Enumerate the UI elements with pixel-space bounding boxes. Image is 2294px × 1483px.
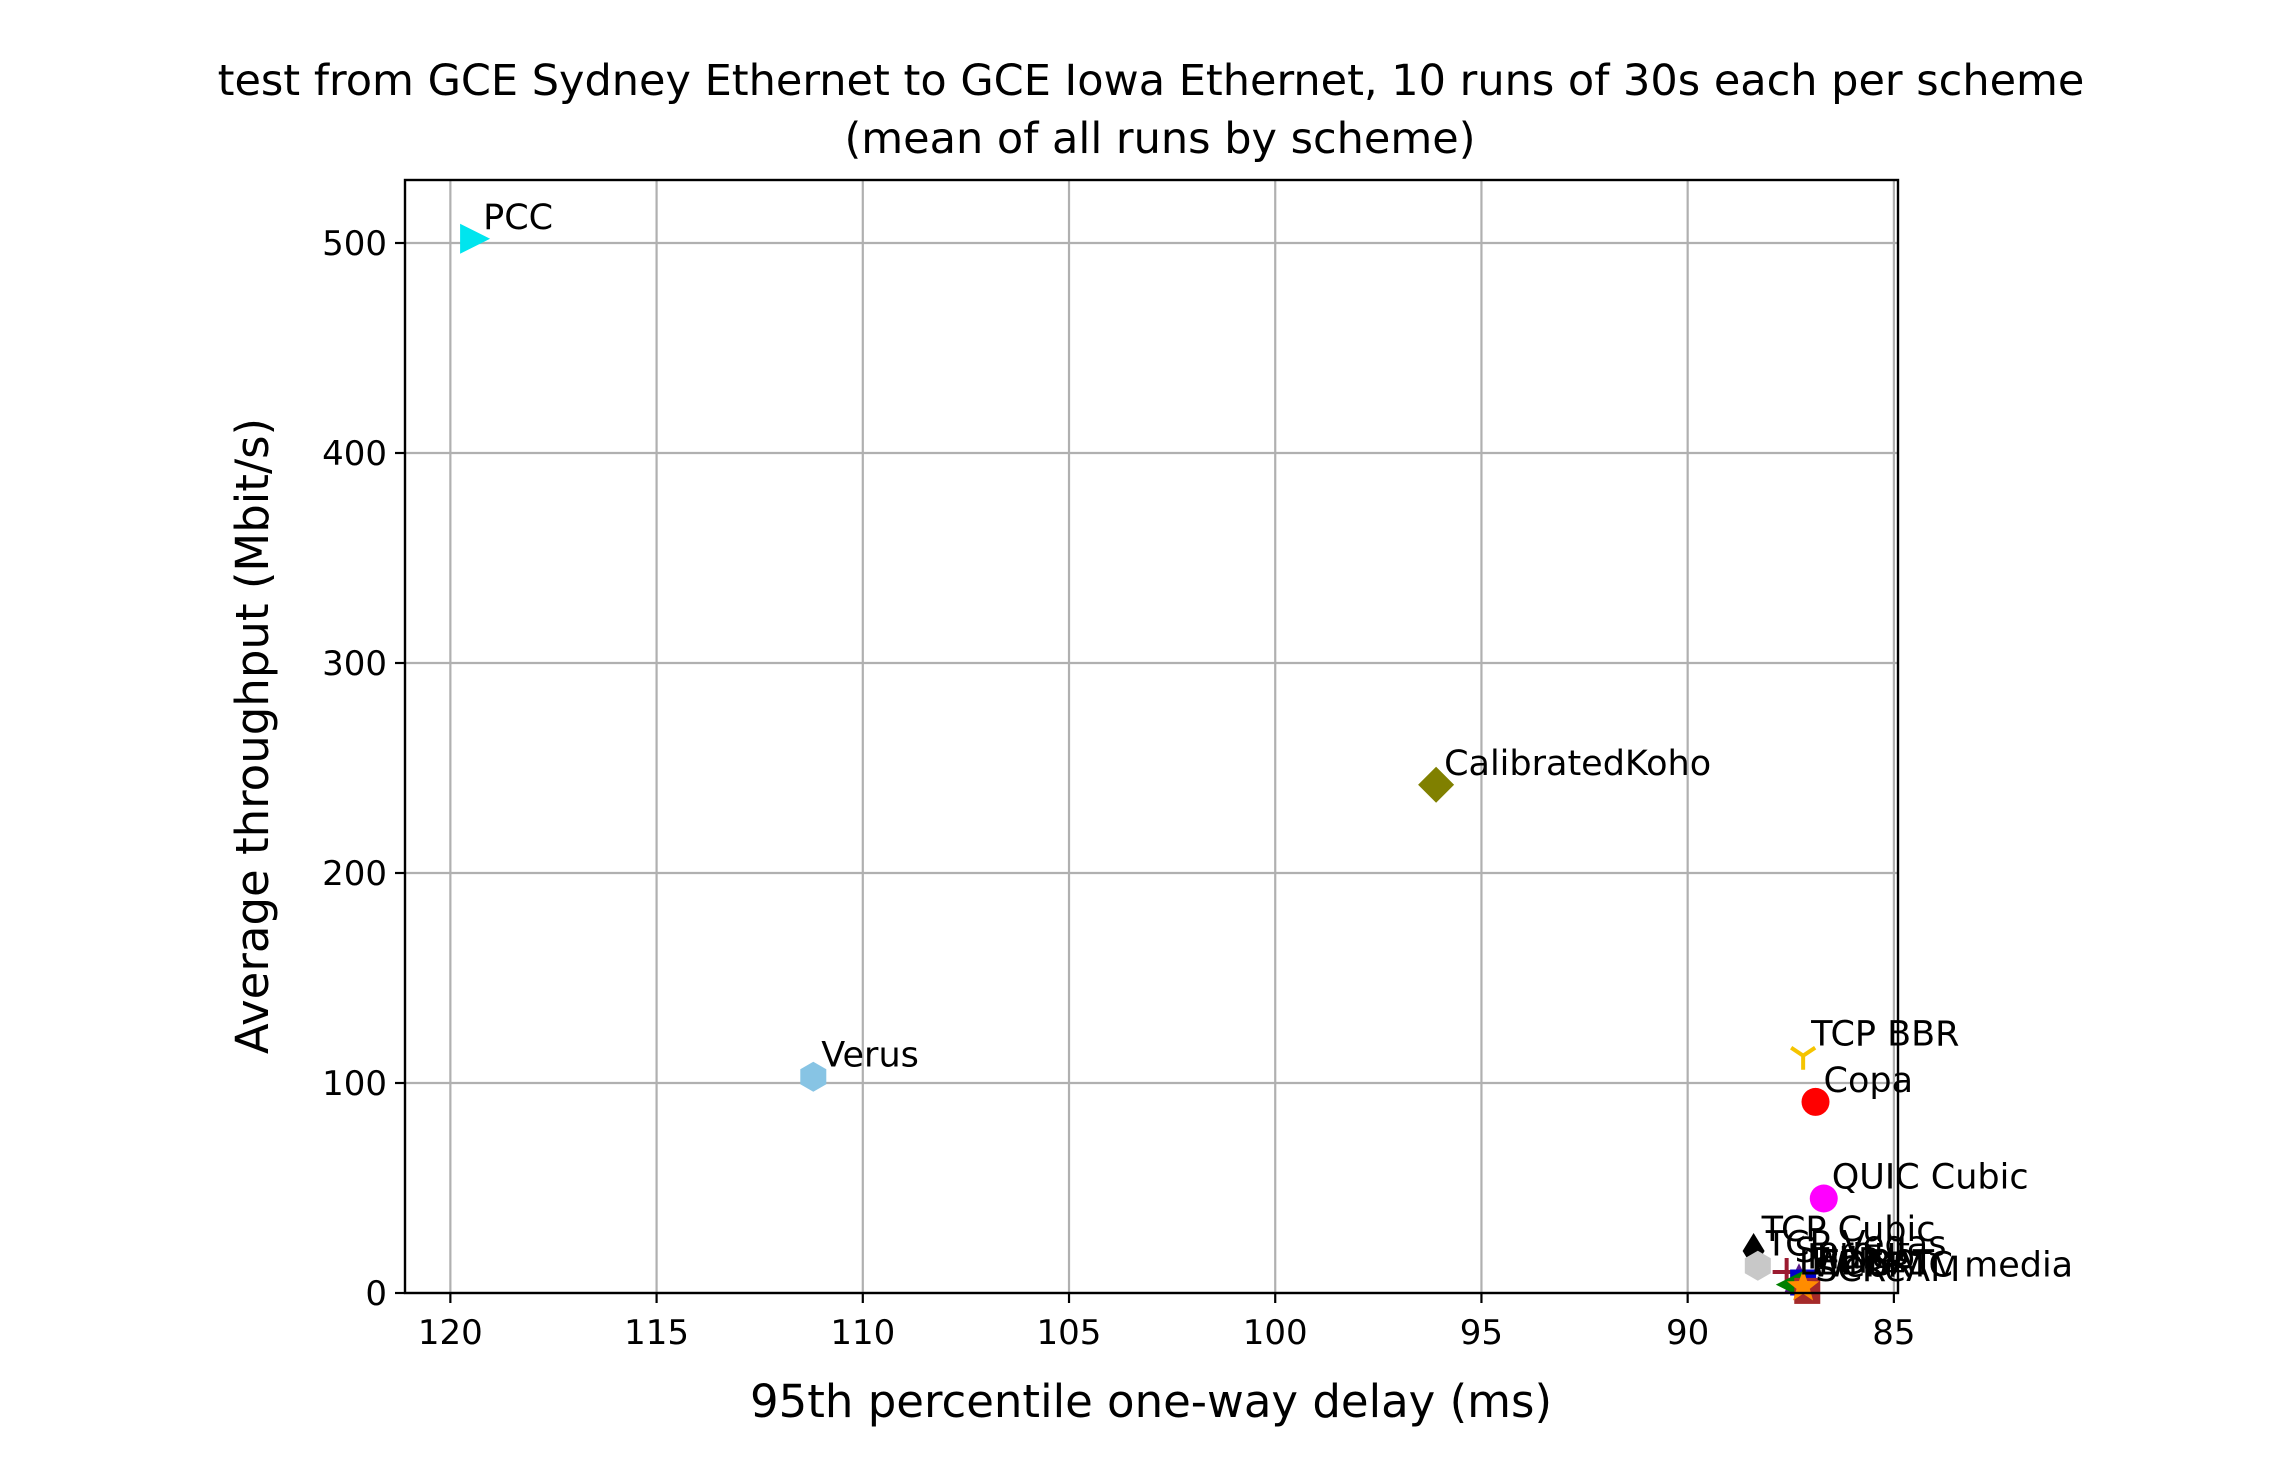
ticks-layer: 120 115 110 105 100 95 90 85 0 100 200 300 400 500 (322, 224, 1915, 1353)
tcp-bbr-marker (1790, 1046, 1817, 1070)
calibratedkoho-marker (1418, 766, 1455, 803)
point-label: SCReAM (1815, 1250, 1960, 1290)
point-label: TCP Vegas (1765, 1225, 1947, 1265)
x-axis-label: 95th percentile one-way delay (ms) (750, 1375, 1552, 1428)
copa-marker (1801, 1087, 1830, 1116)
point-labels-layer: PCC CalibratedKoho Verus TCP BBR Copa QUIC Cu… (483, 198, 2073, 1290)
point-label: QUIC Cubic (1832, 1158, 2029, 1198)
y-tick-label: 500 (322, 224, 387, 264)
y-tick-label: 300 (322, 644, 387, 684)
verus-marker (800, 1061, 827, 1092)
y-tick-label: 0 (365, 1274, 387, 1314)
y-axis-label: Average throughput (Mbit/s) (226, 418, 279, 1054)
webrtc-media-marker (1787, 1269, 1820, 1301)
x-tick-label: 110 (830, 1313, 895, 1353)
point-label: CalibratedKoho (1444, 744, 1711, 784)
point-label: Sprout (1795, 1231, 1910, 1271)
chart-subtitle: (mean of all runs by scheme) (845, 114, 1476, 164)
point-label: WebRTC media (1811, 1246, 2073, 1286)
quic-cubic-marker (1809, 1184, 1838, 1213)
chart-title: test from GCE Sydney Ethernet to GCE Iow… (218, 56, 2085, 106)
point-label: LEDBAT (1799, 1244, 1935, 1284)
y-tick-label: 200 (322, 854, 387, 894)
point-label: Copa (1824, 1061, 1914, 1101)
x-tick-label: 115 (624, 1313, 689, 1353)
grid-layer (405, 180, 1898, 1295)
point-label: FillP (1811, 1242, 1879, 1282)
x-tick-label: 120 (418, 1313, 483, 1353)
plot-frame (403, 178, 1900, 1295)
points-layer (460, 223, 1838, 1304)
point-label: TCP Cubic (1761, 1210, 1936, 1250)
x-tick-label: 85 (1872, 1313, 1915, 1353)
x-tick-label: 100 (1243, 1313, 1308, 1353)
x-tick-label: 105 (1037, 1313, 1102, 1353)
point-label: PCC (483, 198, 553, 238)
x-tick-label: 95 (1460, 1313, 1503, 1353)
point-label: TCP BBR (1810, 1015, 1959, 1055)
pcc-marker (460, 223, 491, 254)
x-tick-label: 90 (1666, 1313, 1709, 1353)
point-label: Verus (821, 1036, 919, 1076)
tcp-vegas-marker (1744, 1250, 1771, 1281)
y-tick-label: 400 (322, 434, 387, 474)
y-tick-label: 100 (322, 1064, 387, 1104)
